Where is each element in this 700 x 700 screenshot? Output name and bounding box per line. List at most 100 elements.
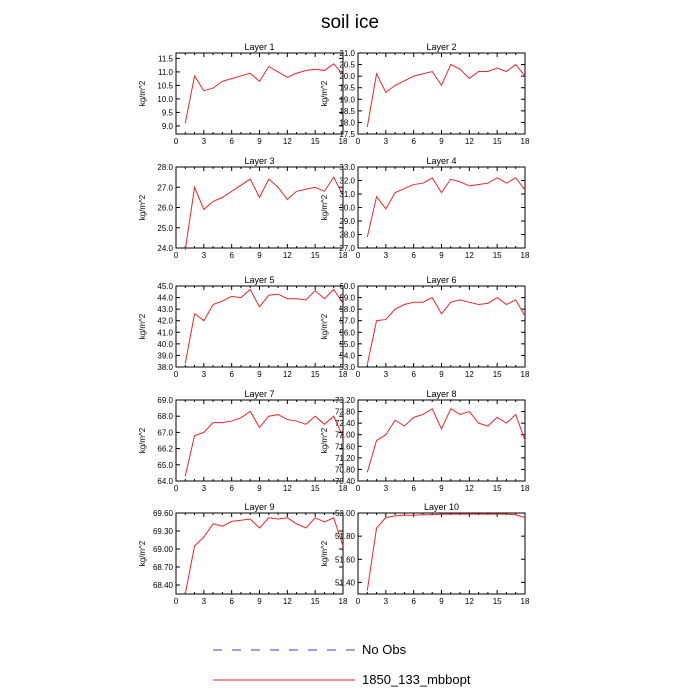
y-tick-label: 72.40	[335, 419, 356, 428]
x-tick-label: 3	[202, 597, 207, 606]
y-tick-label: 67.0	[157, 428, 173, 437]
x-tick-label: 12	[465, 597, 474, 606]
y-tick-label: 57.0	[339, 317, 355, 326]
x-tick-label: 6	[229, 137, 234, 146]
x-tick-label: 15	[493, 137, 502, 146]
y-tick-label: 68.40	[153, 581, 174, 590]
y-tick-label: 18.0	[339, 118, 355, 127]
x-tick-label: 12	[283, 597, 292, 606]
series-line-1850-133-mbbopt	[366, 296, 526, 365]
y-axis-label: kg/m^2	[138, 540, 147, 566]
y-tick-label: 58.0	[339, 305, 355, 314]
chart-panel-layer-9: Layer 9 68.40 68.70 69.00 69.30 69.60 0 3 6 9 12 15…	[138, 502, 348, 606]
x-tick-label: 3	[384, 370, 389, 379]
y-tick-label: 52.00	[335, 509, 356, 518]
x-tick-label: 9	[439, 137, 444, 146]
y-tick-label: 51.60	[335, 555, 356, 564]
y-tick-label: 72.00	[335, 431, 356, 440]
chart-panel-layer-6: Layer 6 53.0 54.0 55.0 56.0 57.0 58.0 59.0 60.0 0…	[320, 275, 530, 379]
x-tick-label: 18	[339, 137, 348, 146]
y-axis-label: kg/m^2	[320, 313, 329, 339]
y-tick-label: 27.0	[339, 244, 355, 253]
x-tick-label: 0	[356, 251, 361, 260]
y-tick-label: 19.5	[339, 84, 355, 93]
series-line-1850-133-mbbopt	[184, 63, 344, 124]
series-line-1850-133-mbbopt	[366, 513, 526, 591]
x-tick-label: 12	[283, 484, 292, 493]
y-tick-label: 20.0	[339, 72, 355, 81]
x-tick-label: 15	[493, 484, 502, 493]
x-tick-label: 0	[174, 484, 179, 493]
y-tick-label: 43.0	[157, 305, 173, 314]
x-tick-label: 9	[257, 597, 262, 606]
y-tick-label: 69.00	[153, 545, 174, 554]
x-tick-label: 0	[174, 251, 179, 260]
x-tick-label: 6	[229, 370, 234, 379]
x-tick-label: 0	[356, 370, 361, 379]
plot-frame	[175, 512, 344, 595]
y-tick-label: 26.0	[157, 204, 173, 213]
x-tick-label: 0	[356, 137, 361, 146]
y-tick-label: 10.0	[157, 95, 173, 104]
y-tick-label: 71.20	[335, 454, 356, 463]
y-tick-label: 55.0	[339, 340, 355, 349]
y-tick-label: 10.5	[157, 81, 173, 90]
chart-panel-layer-1: Layer 1 9.0 9.5 10.0 10.5 11.0 11.5 0 3 6 9 12 15 18 k…	[138, 42, 348, 146]
x-tick-label: 12	[465, 251, 474, 260]
x-tick-label: 12	[465, 370, 474, 379]
x-tick-label: 18	[339, 484, 348, 493]
chart-panel-layer-10: Layer 10 51.40 51.60 51.80 52.00 0 3 6 9 12 15 18 kg…	[320, 502, 530, 606]
x-tick-label: 6	[411, 484, 416, 493]
x-tick-label: 12	[283, 251, 292, 260]
y-axis-label: kg/m^2	[138, 313, 147, 339]
legend: No Obs 1850_133_mbbopt	[213, 642, 471, 687]
y-axis-label: kg/m^2	[320, 80, 329, 106]
x-tick-label: 9	[257, 137, 262, 146]
plot-frame	[357, 399, 526, 482]
x-tick-label: 15	[311, 370, 320, 379]
x-tick-label: 6	[411, 370, 416, 379]
y-tick-label: 29.0	[339, 217, 355, 226]
y-tick-label: 42.0	[157, 317, 173, 326]
plot-frame	[175, 285, 344, 368]
y-tick-label: 60.0	[339, 282, 355, 291]
plot-frame	[175, 52, 344, 135]
x-tick-label: 15	[311, 251, 320, 260]
panel-title: Layer 4	[426, 156, 456, 166]
x-tick-label: 6	[229, 251, 234, 260]
x-tick-label: 12	[283, 370, 292, 379]
series-line-1850-133-mbbopt	[184, 176, 344, 251]
y-tick-label: 38.0	[157, 363, 173, 372]
panel-title: Layer 7	[244, 389, 274, 399]
x-tick-label: 0	[174, 597, 179, 606]
x-tick-label: 3	[384, 251, 389, 260]
series-line-1850-133-mbbopt	[366, 177, 526, 238]
y-tick-label: 30.0	[339, 204, 355, 213]
y-tick-label: 41.0	[157, 328, 173, 337]
y-axis-label: kg/m^2	[138, 427, 147, 453]
x-tick-label: 15	[311, 137, 320, 146]
y-tick-label: 69.60	[153, 509, 174, 518]
x-tick-label: 15	[493, 597, 502, 606]
y-tick-label: 18.5	[339, 107, 355, 116]
y-tick-label: 39.0	[157, 351, 173, 360]
y-tick-label: 28.0	[157, 163, 173, 172]
x-tick-label: 6	[229, 484, 234, 493]
y-tick-label: 69.0	[157, 396, 173, 405]
x-tick-label: 0	[174, 370, 179, 379]
y-tick-label: 25.0	[157, 224, 173, 233]
plot-frame	[357, 52, 526, 135]
chart-panel-layer-4: Layer 4 27.0 28.0 29.0 30.0 31.0 32.0 33.0 0 3 6 9 1…	[320, 156, 530, 260]
x-tick-label: 9	[257, 370, 262, 379]
x-tick-label: 18	[521, 484, 530, 493]
x-tick-label: 3	[202, 137, 207, 146]
plot-frame	[175, 166, 344, 249]
x-tick-label: 15	[311, 597, 320, 606]
chart-panel-layer-5: Layer 5 38.0 39.0 40.0 41.0 42.0 43.0 44.0 45.0 0…	[138, 275, 348, 379]
series-line-1850-133-mbbopt	[366, 63, 526, 128]
y-tick-label: 71.60	[335, 442, 356, 451]
y-tick-label: 68.70	[153, 563, 174, 572]
legend-label-no-obs: No Obs	[362, 642, 407, 657]
y-tick-label: 33.0	[339, 163, 355, 172]
